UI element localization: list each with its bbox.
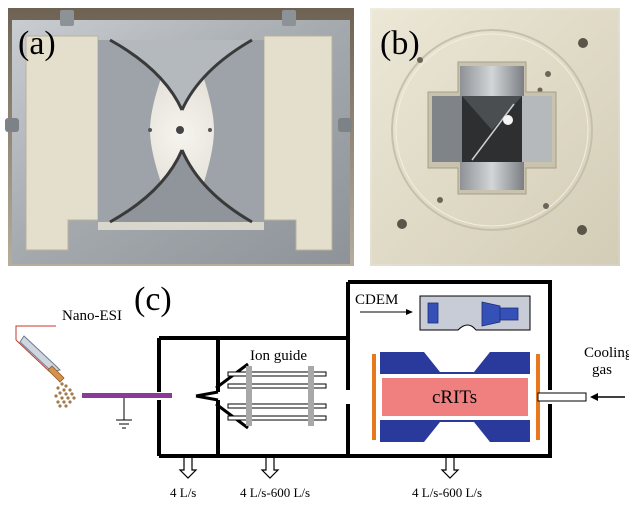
pump-2-label: 4 L/s-600 L/s — [240, 485, 310, 500]
nano-esi-emitter — [15, 325, 65, 383]
panel-c-label: (c) — [134, 281, 172, 318]
panel-b-label: (b) — [380, 25, 420, 62]
cooling-gas-label-1: Cooling — [584, 345, 629, 361]
cdem-arrowhead — [406, 309, 413, 315]
cooling-gas-tube — [537, 392, 587, 402]
cooling-gas-arrowhead — [590, 393, 598, 401]
panel-a-photo — [5, 8, 354, 266]
ion-guide-label: Ion guide — [250, 348, 307, 364]
cooling-gas-label-2: gas — [592, 362, 612, 378]
pump-1-label: 4 L/s — [170, 485, 196, 500]
nano-esi-label: Nano-ESI — [62, 308, 122, 324]
panel-a-label: (a) — [18, 25, 56, 62]
panel-c-schematic: (c) Nano-ESI — [15, 280, 629, 500]
pump-3-label: 4 L/s-600 L/s — [412, 485, 482, 500]
vacuum-chamber — [157, 280, 552, 458]
panel-b-photo — [370, 8, 620, 266]
cdem-detector — [419, 295, 531, 331]
pump-arrows — [178, 458, 460, 479]
crits-trap — [372, 352, 540, 442]
ion-guide — [227, 366, 327, 426]
spray-plume — [54, 382, 76, 408]
inlet-capillary — [82, 393, 172, 398]
crits-label: cRITs — [432, 387, 477, 408]
ground-symbol — [116, 398, 132, 429]
cdem-label: CDEM — [355, 292, 398, 308]
